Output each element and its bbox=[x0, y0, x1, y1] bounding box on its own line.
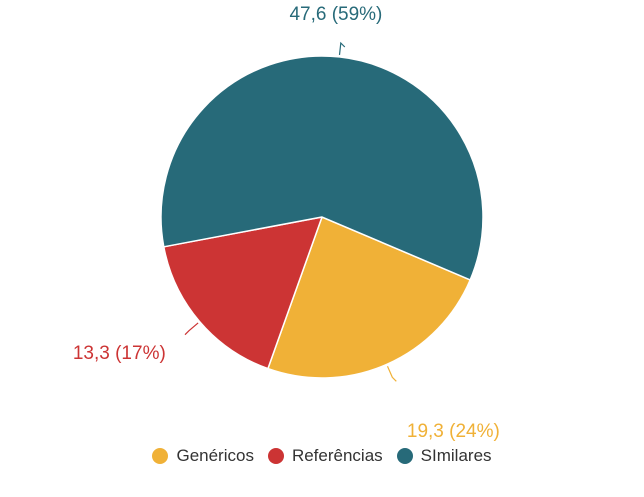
slice-label-referencias: 13,3 (17%) bbox=[73, 343, 166, 364]
leader-line-referencias bbox=[184, 322, 199, 336]
legend: Genéricos Referências SImilares bbox=[0, 444, 644, 468]
slice-label-similares: 47,6 (59%) bbox=[289, 4, 382, 25]
legend-label-genericos: Genéricos bbox=[176, 446, 254, 465]
pie-slice-genericos[interactable] bbox=[266, 215, 472, 379]
legend-label-similares: SImilares bbox=[420, 446, 492, 465]
legend-item-similares[interactable]: SImilares bbox=[396, 446, 492, 466]
slice-label-genericos: 19,3 (24%) bbox=[407, 421, 500, 442]
pie-slice-referencias[interactable] bbox=[162, 216, 324, 370]
legend-label-referencias: Referências bbox=[291, 446, 383, 465]
pie-slice-similares[interactable] bbox=[160, 55, 484, 281]
pie-slices bbox=[160, 55, 484, 379]
slice-labels: 19,3 (24%) 13,3 (17%) 47,6 (59%) bbox=[73, 4, 500, 442]
legend-swatch-similares bbox=[396, 448, 413, 464]
leader-lines bbox=[184, 41, 397, 382]
legend-item-genericos[interactable]: Genéricos bbox=[152, 446, 254, 466]
leader-line-genericos bbox=[386, 366, 397, 382]
leader-line-similares bbox=[338, 41, 346, 55]
legend-item-referencias[interactable]: Referências bbox=[267, 446, 383, 466]
legend-swatch-genericos bbox=[152, 448, 169, 464]
legend-swatch-referencias bbox=[267, 448, 284, 464]
